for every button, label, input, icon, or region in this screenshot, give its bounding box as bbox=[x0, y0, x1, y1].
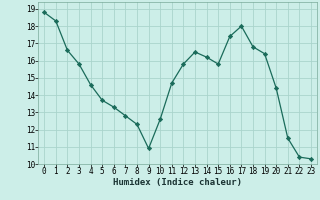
X-axis label: Humidex (Indice chaleur): Humidex (Indice chaleur) bbox=[113, 178, 242, 187]
